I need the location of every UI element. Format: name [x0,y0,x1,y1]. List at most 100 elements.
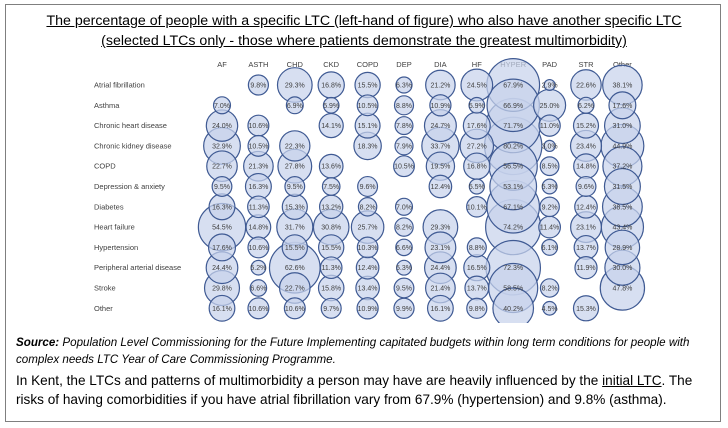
row-label: Atrial fibrillation [94,81,145,90]
bubble-value-label: 5.3% [396,265,412,272]
column-header: DEP [396,60,411,69]
bubble-value-label: 9.8% [469,306,485,313]
bubble-value-label: 24.7% [430,123,450,130]
figure-title: The percentage of people with a specific… [46,13,682,49]
bubble [281,234,308,261]
row-label: Other [94,304,113,313]
bubble-value-label: 9.6% [578,184,594,191]
bubble-value-label: 71.7% [503,123,523,130]
bubble-value-label: 12.4% [576,204,596,211]
bubble-value-label: 10.6% [285,306,305,313]
bubble-value-label: 2.9% [542,83,558,90]
bubble-value-label: 67.9% [503,83,523,90]
bubble-value-label: 14.8% [576,164,596,171]
bubble-value-label: 31.7% [285,225,305,232]
bubble-value-label: 58.5% [503,286,523,293]
bubble [394,197,414,216]
bubble-value-label: 16.8% [321,83,341,90]
bubble [250,259,267,276]
bubble [543,78,556,92]
bubble-value-label: 11.9% [576,265,595,272]
bubble [212,96,232,115]
bubble-value-label: 25.0% [540,103,560,110]
bubble-value-label: 6.2% [578,103,594,110]
bubble [247,236,270,259]
row-label: Peripheral arterial disease [94,263,181,272]
bubble-value-label: 9.9% [396,306,412,313]
bubble [394,116,414,136]
bubble-value-label: 15.5% [321,245,341,252]
bubble-value-label: 40.2% [503,306,523,313]
bubble [208,294,236,322]
bubble-value-label: 10.1% [467,204,487,211]
row-label: Chronic heart disease [94,121,167,130]
column-header: Other [613,60,632,69]
bubble [357,197,378,217]
bubble [541,238,559,256]
bubble-value-label: 17.6% [212,245,232,252]
bubble [572,295,600,322]
bubble-value-label: 21.4% [430,286,450,293]
bubble-matrix-chart: AFASTHCHDCKDCOPDDEPDIAHFHYPERPADSTROther… [86,55,646,323]
bubble-value-label: 27.8% [285,164,305,171]
bubble-value-label: 19.5% [430,164,450,171]
row-label: Stroke [94,284,116,293]
row-label: Heart failure [94,223,135,232]
bubble-value-label: 21.3% [248,164,268,171]
column-header: DIA [434,60,447,69]
bubble-value-label: 29.3% [285,83,305,90]
bubble [542,300,557,316]
bubble-value-label: 5.5% [469,184,485,191]
bubble [247,134,270,157]
bubble [541,178,558,195]
bubble [492,287,535,323]
bubble-value-label: 22.7% [212,164,232,171]
bubble [603,167,641,206]
bubble-value-label: 16.1% [212,306,232,313]
body-text-part2: . The risks of having comorbidities if y… [16,373,693,407]
bubble [539,156,560,177]
bubble-value-label: 23.4% [576,143,596,150]
bubble [356,297,379,320]
bubble [466,237,487,258]
bubble-value-label: 15.8% [321,286,341,293]
bubble-value-label: 11.3% [249,204,268,211]
bubble-value-label: 21.2% [430,83,450,90]
bubble-value-label: 72.3% [503,265,523,272]
bubble-value-label: 10.5% [394,164,414,171]
bubble [543,139,556,153]
bubble-value-label: 14.8% [248,225,268,232]
bubble-value-label: 7.0% [396,204,412,211]
bubble-value-label: 15.3% [576,306,596,313]
bubble [608,91,637,120]
bubble [356,236,379,259]
bubble [574,256,598,280]
bubble-value-label: 38.1% [612,83,632,90]
bubble-value-label: 54.5% [212,225,232,232]
bubble [428,174,453,199]
bubble-value-label: 30.8% [321,225,341,232]
column-header: ASTH [248,60,268,69]
bubble [539,278,560,298]
bubble-value-label: 31.0% [612,123,632,130]
bubble-value-label: 8.8% [396,103,412,110]
row-label: Diabetes [94,202,124,211]
column-header: STR [579,60,595,69]
bubble-value-label: 53.1% [503,184,523,191]
body-text-underlined: initial LTC [602,373,662,388]
bubble-value-label: 15.5% [285,245,305,252]
bubble [468,96,486,114]
bubble-value-label: 8.2% [360,204,376,211]
body-paragraph: In Kent, the LTCs and patterns of multim… [16,371,716,409]
bubble-value-label: 7.0% [214,103,230,110]
bubble [604,229,641,266]
bubble-value-label: 10.6% [248,123,268,130]
bubble-value-label: 22.7% [285,286,305,293]
bubble-value-label: 24.0% [212,123,232,130]
bubble [393,155,415,178]
column-header: CKD [323,60,339,69]
bubble [247,74,270,96]
bubble-value-label: 5.3% [542,184,558,191]
bubble [393,277,415,299]
column-header: PAD [542,60,557,69]
